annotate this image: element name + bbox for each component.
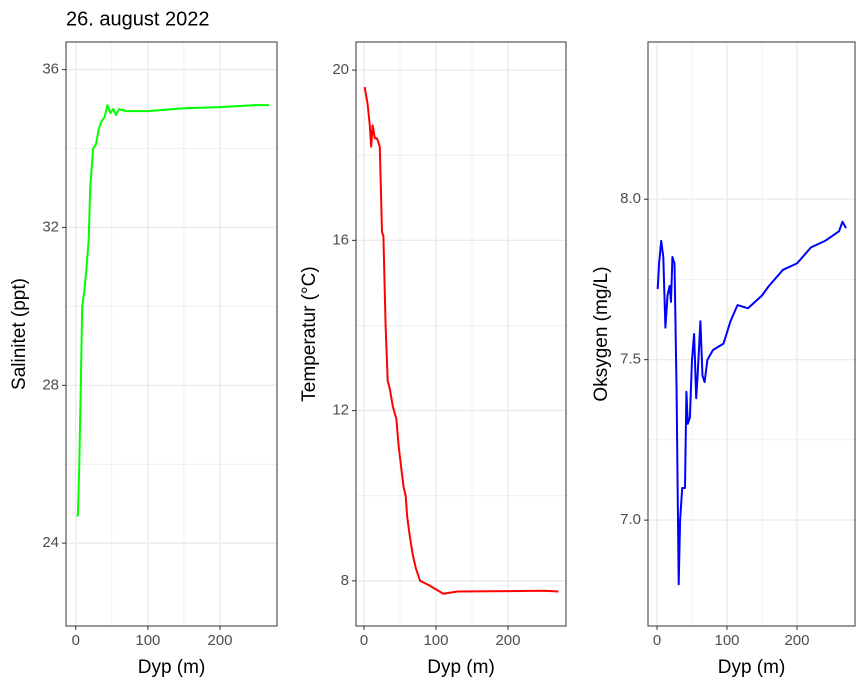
x-axis-title: Dyp (m) (718, 657, 786, 678)
x-tick-label: 200 (207, 632, 232, 649)
x-tick-label: 100 (714, 632, 739, 649)
panel-border (65, 41, 278, 627)
x-axis-title: Dyp (m) (427, 657, 495, 678)
x-tick-label: 0 (72, 632, 80, 649)
chart-title: 26. august 2022 (66, 8, 209, 30)
y-tick-label: 24 (42, 534, 59, 551)
y-axis-title: Salinitet (ppt) (9, 278, 30, 390)
x-tick-label: 100 (423, 632, 448, 649)
y-tick-label: 20 (332, 61, 349, 78)
x-tick-label: 200 (784, 632, 809, 649)
data-line (656, 220, 847, 586)
panel-border (647, 41, 856, 627)
panel-border (355, 41, 567, 627)
y-tick-label: 7.0 (620, 511, 641, 528)
y-tick-label: 16 (332, 231, 349, 248)
x-tick-label: 200 (495, 632, 520, 649)
data-line (76, 104, 270, 517)
y-tick-label: 7.5 (620, 351, 641, 368)
x-axis-title: Dyp (m) (138, 657, 206, 678)
y-axis-title: Oksygen (mg/L) (591, 266, 612, 401)
x-tick-label: 100 (135, 632, 160, 649)
y-tick-label: 36 (42, 61, 59, 78)
y-tick-label: 32 (42, 218, 59, 235)
y-axis-title: Temperatur (°C) (299, 266, 320, 401)
y-tick-label: 8.0 (620, 190, 641, 207)
x-tick-label: 0 (653, 632, 661, 649)
y-tick-label: 8 (341, 572, 349, 589)
panel-background (356, 42, 566, 626)
data-line (363, 86, 559, 595)
panel-background (648, 42, 855, 626)
y-tick-label: 12 (332, 402, 349, 419)
panel-background (66, 42, 277, 626)
y-tick-label: 28 (42, 376, 59, 393)
x-tick-label: 0 (360, 632, 368, 649)
